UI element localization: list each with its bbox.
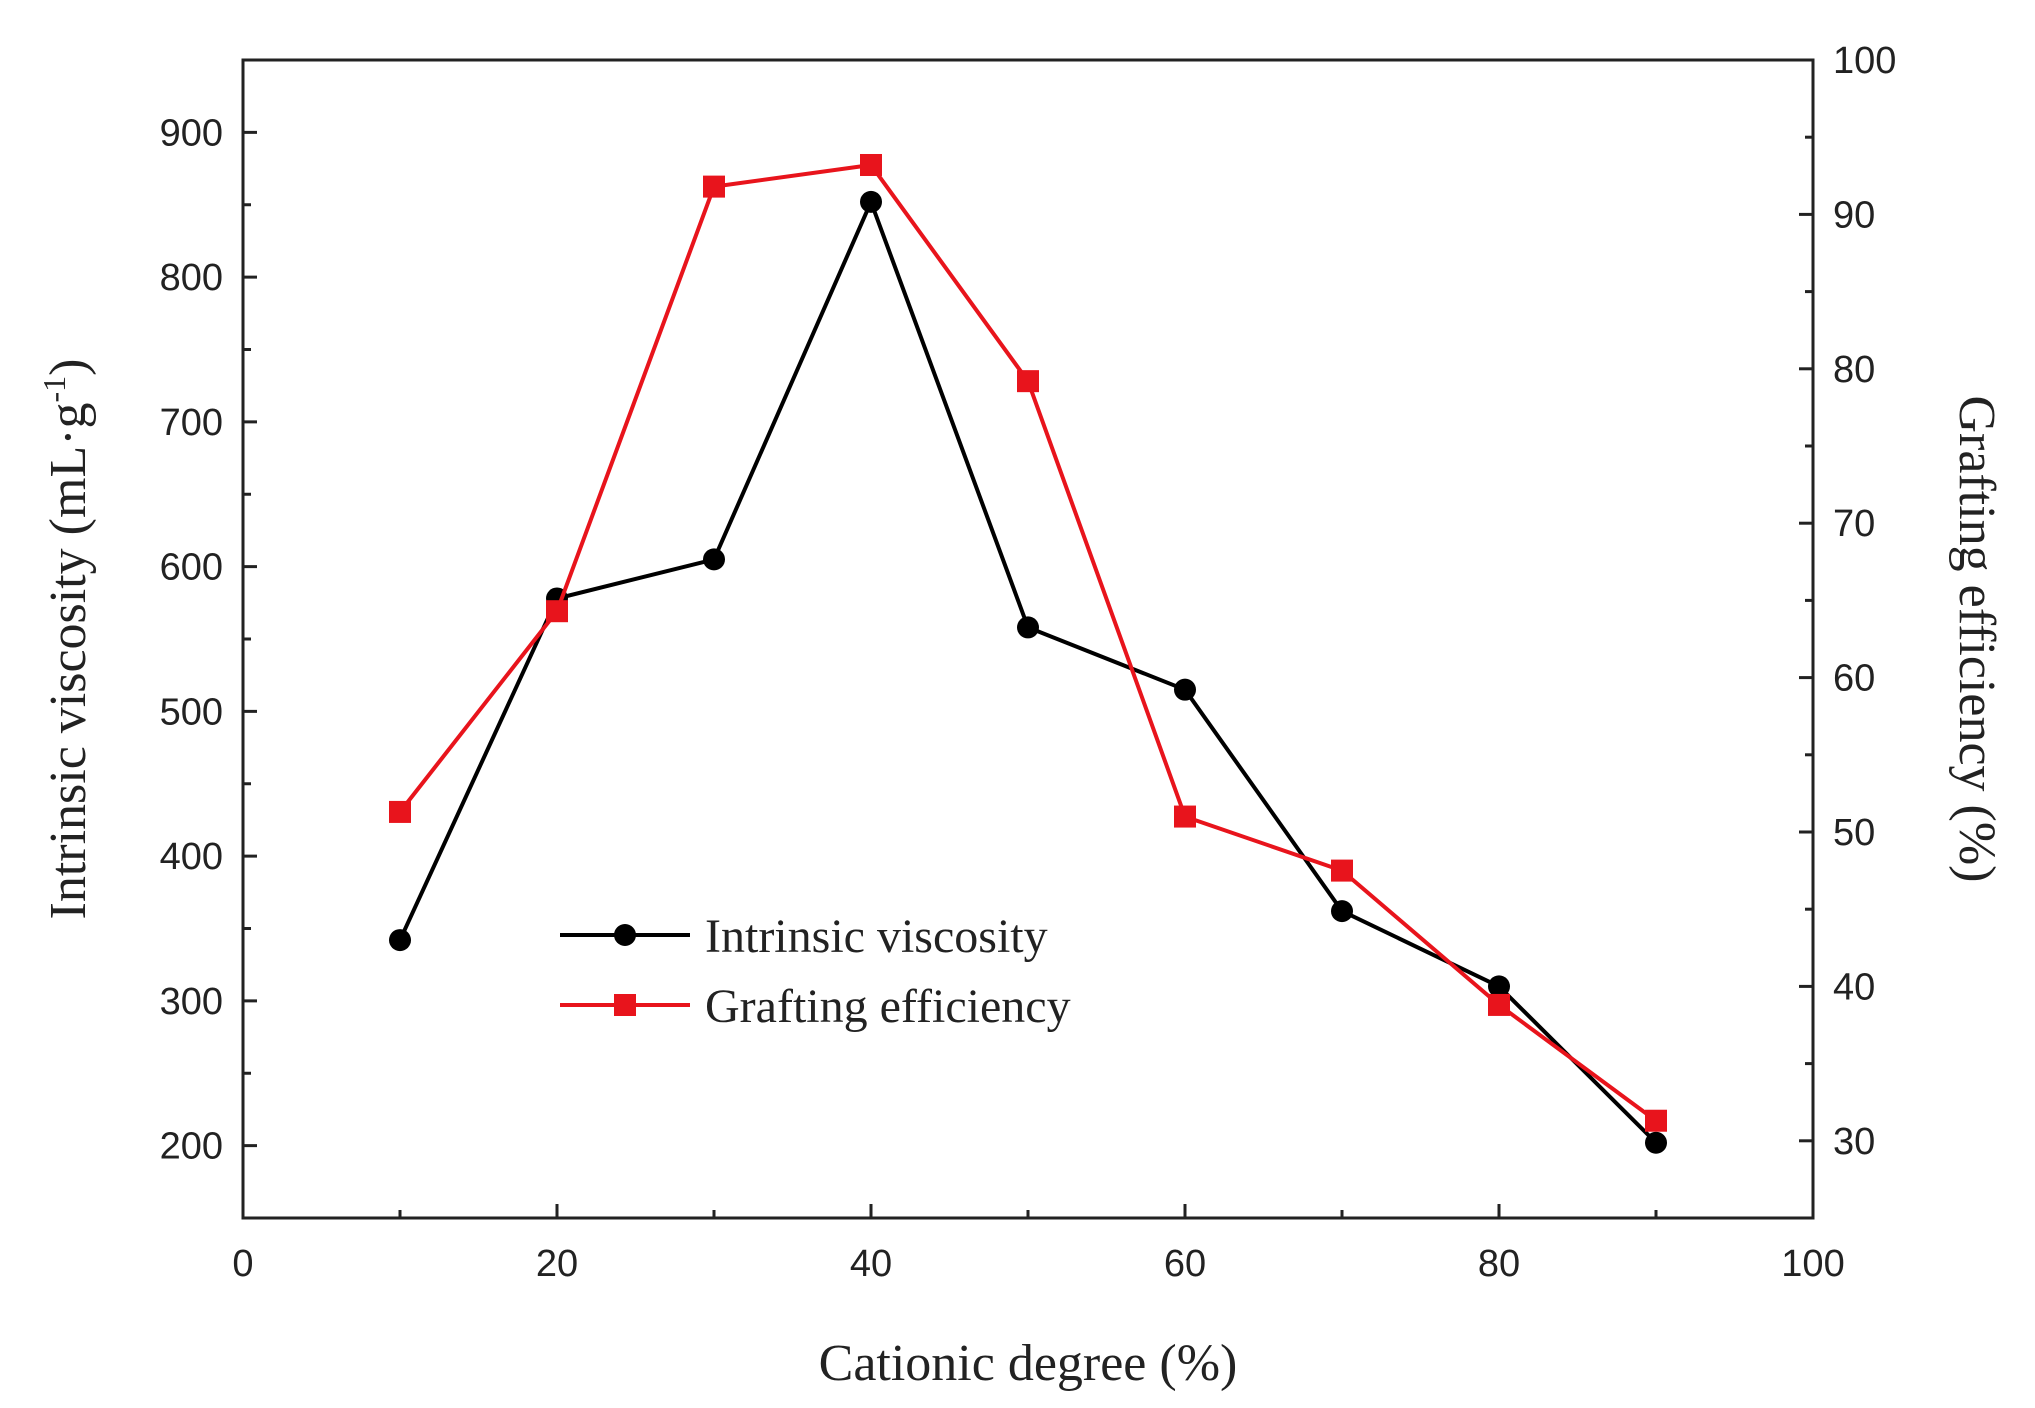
x-tick-label: 60 [1164,1243,1206,1285]
y2-axis-title: Grafting efficiency (%) [1948,395,2005,882]
tick-labels: 0 20 40 60 80 100 200 300 400 500 600 700 800 900 30 40… [160,40,1897,1285]
y-axis-title-close: ) [40,358,97,375]
data-point-intrinsic-viscosity [703,548,725,571]
data-point-grafting-efficiency [1645,1109,1667,1132]
y2-tick-label: 50 [1833,812,1875,854]
y-axis-title-main: Intrinsic viscosity (mL·g [40,402,97,919]
x-tick-label: 80 [1478,1243,1520,1285]
data-point-intrinsic-viscosity [1645,1131,1667,1154]
y-tick-label: 700 [160,402,223,444]
x-axis-title: Cationic degree (%) [819,1335,1238,1392]
y-axis-title: Intrinsic viscosity (mL·g-1) [36,358,97,919]
legend-label-intrinsic-viscosity: Intrinsic viscosity [705,910,1048,963]
data-point-intrinsic-viscosity [1017,616,1039,639]
y-tick-label: 300 [160,981,223,1023]
y-tick-label: 400 [160,836,223,878]
data-point-grafting-efficiency [389,800,411,823]
y-tick-label: 500 [160,691,223,733]
legend: Intrinsic viscosity Grafting efficiency [560,910,1071,1033]
x-tick-label: 20 [536,1243,578,1285]
legend-marker-grafting-efficiency [614,994,636,1016]
data-point-intrinsic-viscosity [1331,900,1353,923]
data-point-grafting-efficiency [1017,370,1039,393]
data-point-intrinsic-viscosity [860,190,882,213]
tick-marks [241,58,1815,1220]
y2-tick-label: 30 [1833,1121,1875,1163]
y-tick-label: 200 [160,1126,223,1168]
legend-marker-intrinsic-viscosity [614,924,636,946]
y2-tick-label: 90 [1833,194,1875,236]
x-tick-label: 0 [232,1243,253,1285]
y2-tick-label: 80 [1833,349,1875,391]
y-tick-label: 800 [160,257,223,299]
y-axis-title-superscript: -1 [36,376,72,403]
data-point-grafting-efficiency [546,600,568,623]
data-point-grafting-efficiency [1488,993,1510,1016]
y-tick-label: 600 [160,547,223,589]
y2-tick-label: 70 [1833,503,1875,545]
y-tick-label: 900 [160,112,223,154]
data-point-grafting-efficiency [703,175,725,198]
x-tick-label: 40 [850,1243,892,1285]
plot-frame [241,58,1815,1220]
y2-tick-label: 60 [1833,658,1875,700]
data-point-intrinsic-viscosity [389,929,411,952]
data-point-grafting-efficiency [860,153,882,176]
series-layer [389,153,1667,1154]
data-point-intrinsic-viscosity [1488,975,1510,998]
data-point-grafting-efficiency [1174,805,1196,828]
y2-tick-label: 40 [1833,966,1875,1008]
legend-label-grafting-efficiency: Grafting efficiency [705,980,1071,1033]
series-line-grafting-efficiency [398,163,1658,1123]
data-point-intrinsic-viscosity [1174,678,1196,701]
x-tick-label: 100 [1781,1243,1844,1285]
data-point-grafting-efficiency [1331,859,1353,882]
y2-tick-label: 100 [1833,40,1896,82]
